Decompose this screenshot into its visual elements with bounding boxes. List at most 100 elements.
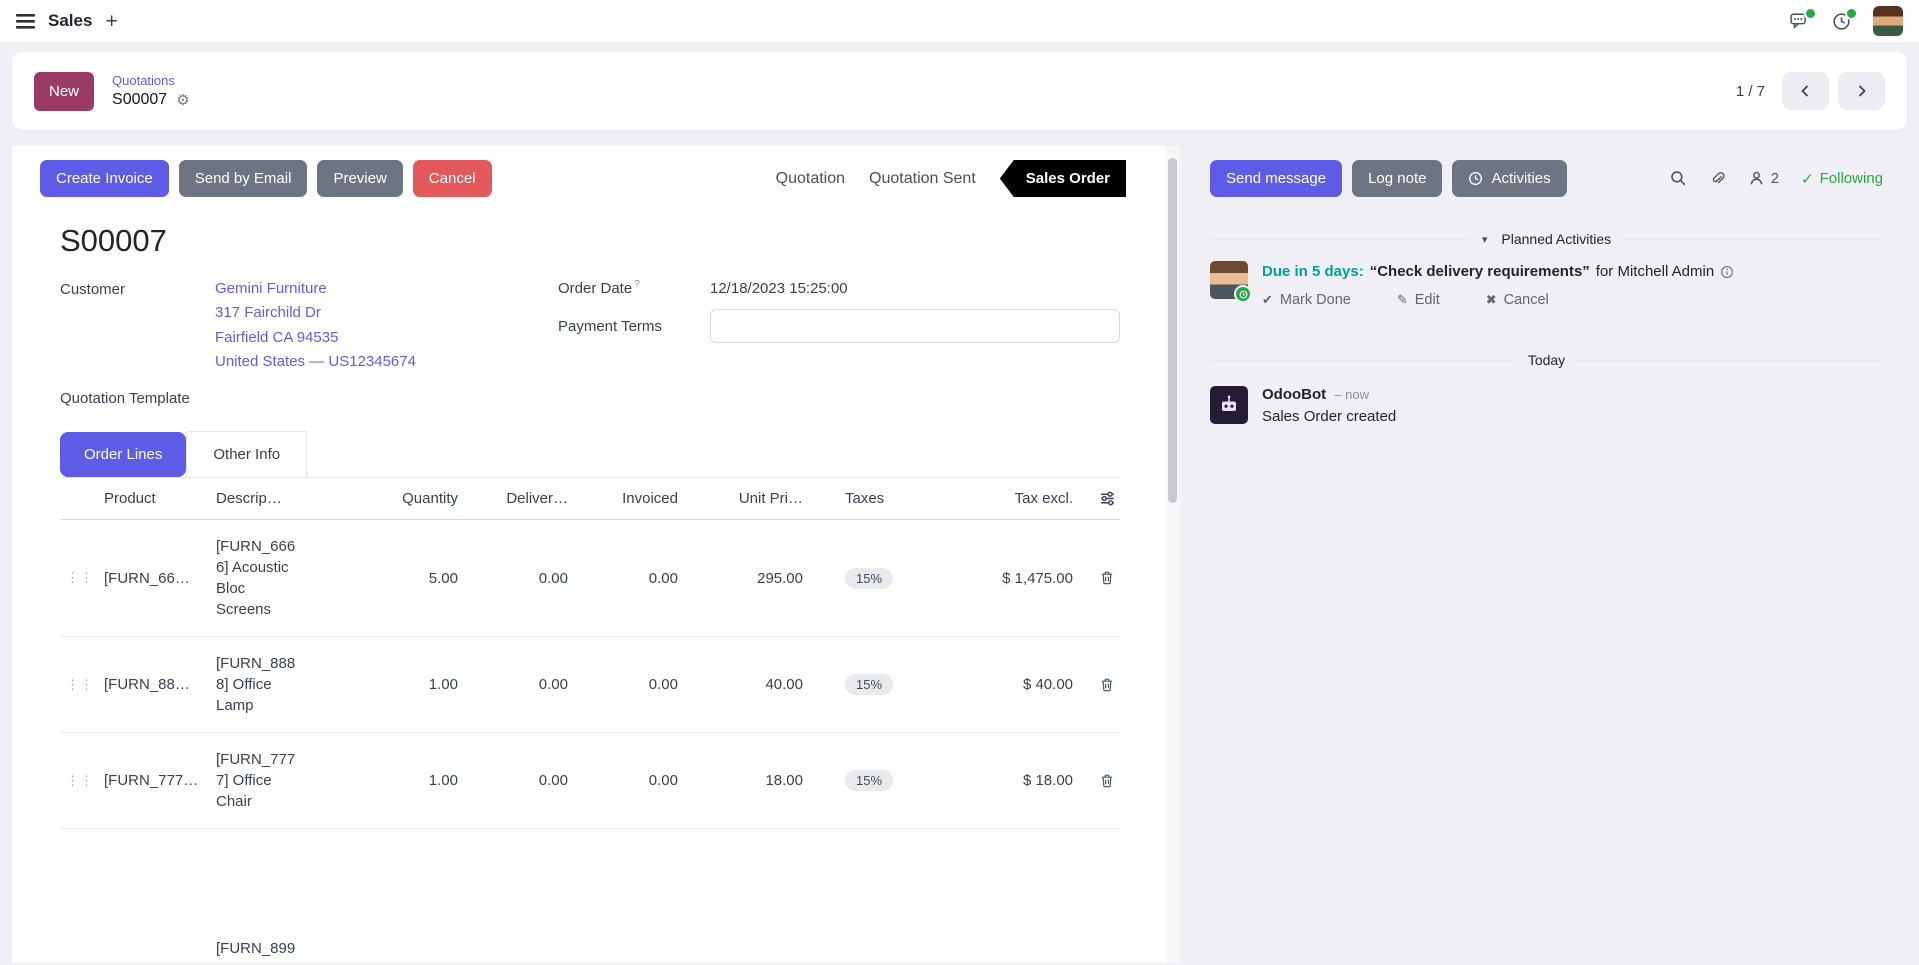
cell-invoiced[interactable]: [572, 943, 682, 964]
table-row[interactable]: ⋮⋮ [FURN_88… [FURN_8888] Office Lamp 1.0…: [60, 637, 1120, 733]
preview-button[interactable]: Preview: [317, 160, 403, 197]
cell-delivered[interactable]: 0.00: [538, 772, 568, 789]
cell-delivered[interactable]: 0.00: [538, 569, 568, 587]
cell-delivered[interactable]: [462, 943, 572, 964]
pager-next-button[interactable]: [1838, 72, 1885, 110]
vertical-scrollbar[interactable]: [1166, 146, 1180, 963]
send-by-email-button[interactable]: Send by Email: [178, 160, 308, 197]
cell-quantity[interactable]: [362, 943, 462, 964]
cell-quantity[interactable]: 1.00: [428, 676, 458, 693]
tab-other-info[interactable]: Other Info: [186, 431, 308, 477]
cancel-button[interactable]: Cancel: [412, 160, 492, 197]
cell-description[interactable]: [FURN_8999] Three-: [216, 939, 296, 964]
activities-button[interactable]: Activities: [1452, 160, 1567, 197]
x-icon: ✖: [1485, 292, 1497, 307]
search-icon[interactable]: [1670, 170, 1687, 187]
activity-summary[interactable]: “Check delivery requirements”: [1369, 263, 1590, 280]
message-body: Sales Order created: [1262, 408, 1397, 425]
cell-product[interactable]: [FURN_66…: [104, 569, 190, 587]
cell-description[interactable]: [FURN_8888] Office Lamp: [216, 655, 296, 714]
tab-order-lines[interactable]: Order Lines: [60, 432, 187, 477]
drag-handle-icon[interactable]: ⋮⋮: [66, 676, 94, 692]
stage-sales-order-active[interactable]: Sales Order: [999, 160, 1126, 197]
customer-country-link[interactable]: United States — US12345674: [215, 352, 416, 370]
app-name[interactable]: Sales: [48, 11, 93, 30]
quotation-template-label: Quotation Template: [60, 390, 190, 407]
tax-badge[interactable]: 15%: [845, 674, 894, 695]
message-author[interactable]: OdooBot: [1262, 386, 1327, 403]
cell-description[interactable]: [FURN_7777] Office Chair: [216, 751, 296, 810]
col-header-quantity: Quantity: [402, 490, 458, 507]
activity-clock-badge: [1234, 285, 1252, 303]
breadcrumb-parent-link[interactable]: Quotations: [112, 73, 175, 88]
cell-unit-price[interactable]: 40.00: [765, 676, 803, 693]
create-invoice-button[interactable]: Create Invoice: [40, 160, 169, 197]
gear-icon[interactable]: ⚙: [176, 91, 190, 109]
notification-badge: [1804, 7, 1817, 20]
control-panel: New Quotations S00007 ⚙ 1 / 7: [12, 52, 1907, 130]
messages-icon[interactable]: [1789, 7, 1817, 30]
customer-name-link[interactable]: Gemini Furniture: [215, 280, 327, 297]
log-note-button[interactable]: Log note: [1352, 160, 1443, 197]
cell-tax-excl: $ 40.00: [1022, 676, 1073, 693]
tax-badge[interactable]: 15%: [845, 770, 894, 791]
customer-street-link[interactable]: 317 Fairchild Dr: [215, 304, 321, 322]
stage-quotation-sent[interactable]: Quotation Sent: [869, 169, 976, 187]
table-row[interactable]: [FURN_8999] Three-: [60, 829, 1120, 964]
edit-activity-button[interactable]: ✎ Edit: [1396, 292, 1440, 308]
activity-item: Due in 5 days: “Check delivery requireme…: [1210, 261, 1883, 308]
col-header-delivered: Deliver…: [506, 490, 568, 507]
cell-quantity[interactable]: 1.00: [428, 772, 458, 789]
cancel-activity-button[interactable]: ✖ Cancel: [1485, 292, 1549, 308]
help-icon[interactable]: ?: [634, 279, 640, 290]
drag-handle-icon[interactable]: ⋮⋮: [66, 772, 94, 788]
new-button[interactable]: New: [34, 71, 95, 111]
activity-clock-icon[interactable]: [1832, 6, 1858, 31]
followers-button[interactable]: 2: [1748, 170, 1779, 187]
planned-activities-title[interactable]: Planned Activities: [1501, 231, 1612, 247]
payment-terms-input[interactable]: [710, 309, 1120, 343]
cell-product[interactable]: [100, 943, 212, 964]
odoobot-avatar: [1210, 386, 1248, 424]
cell-invoiced[interactable]: 0.00: [648, 676, 678, 693]
cell-product[interactable]: [FURN_88…: [104, 676, 190, 693]
trash-icon[interactable]: [1077, 570, 1137, 586]
following-button[interactable]: ✓ Following: [1801, 170, 1883, 188]
column-settings-icon[interactable]: [1077, 478, 1137, 519]
order-lines-header-row: Product Descrip… Quantity Deliver… Invoi…: [60, 478, 1120, 520]
plus-icon[interactable]: +: [105, 9, 118, 33]
send-message-button[interactable]: Send message: [1210, 160, 1343, 197]
cell-delivered[interactable]: 0.00: [538, 676, 568, 693]
drag-handle-icon[interactable]: ⋮⋮: [66, 570, 94, 585]
table-row[interactable]: ⋮⋮ [FURN_66… [FURN_6666] Acoustic Bloc S…: [60, 520, 1120, 637]
pager-previous-button[interactable]: [1782, 72, 1829, 110]
check-icon: ✓: [1801, 170, 1814, 188]
paperclip-icon[interactable]: [1709, 170, 1726, 187]
cell-tax-excl: [947, 943, 1077, 964]
cell-invoiced[interactable]: 0.00: [648, 569, 678, 587]
record-title[interactable]: S00007: [60, 223, 167, 258]
cell-product[interactable]: [FURN_777…: [104, 772, 199, 789]
cell-invoiced[interactable]: 0.00: [648, 772, 678, 789]
collapse-caret-icon[interactable]: ▾: [1481, 233, 1488, 246]
user-avatar[interactable]: [1873, 6, 1903, 36]
mark-done-button[interactable]: ✔ Mark Done: [1262, 292, 1351, 308]
trash-icon[interactable]: [1077, 677, 1137, 693]
table-row[interactable]: ⋮⋮ [FURN_777… [FURN_7777] Office Chair 1…: [60, 733, 1120, 829]
info-icon[interactable]: [1720, 265, 1734, 279]
cell-quantity[interactable]: 5.00: [428, 569, 458, 587]
scrollbar-thumb[interactable]: [1168, 158, 1177, 503]
cell-unit-price[interactable]: 295.00: [757, 569, 803, 587]
cell-description[interactable]: [FURN_6666] Acoustic Bloc Screens: [216, 538, 296, 618]
activity-due-label: Due in 5 days:: [1262, 263, 1364, 280]
cell-unit-price[interactable]: 18.00: [765, 772, 803, 789]
menu-icon[interactable]: [16, 13, 35, 29]
tax-badge[interactable]: 15%: [845, 567, 894, 589]
cell-unit-price[interactable]: [682, 943, 807, 964]
form-panel: Create Invoice Send by Email Preview Can…: [12, 146, 1180, 963]
today-divider: Today: [1210, 352, 1884, 368]
order-date-value[interactable]: 12/18/2023 15:25:00: [710, 279, 848, 297]
customer-city-link[interactable]: Fairfield CA 94535: [215, 328, 339, 346]
stage-quotation[interactable]: Quotation: [775, 169, 846, 187]
trash-icon[interactable]: [1077, 773, 1137, 789]
